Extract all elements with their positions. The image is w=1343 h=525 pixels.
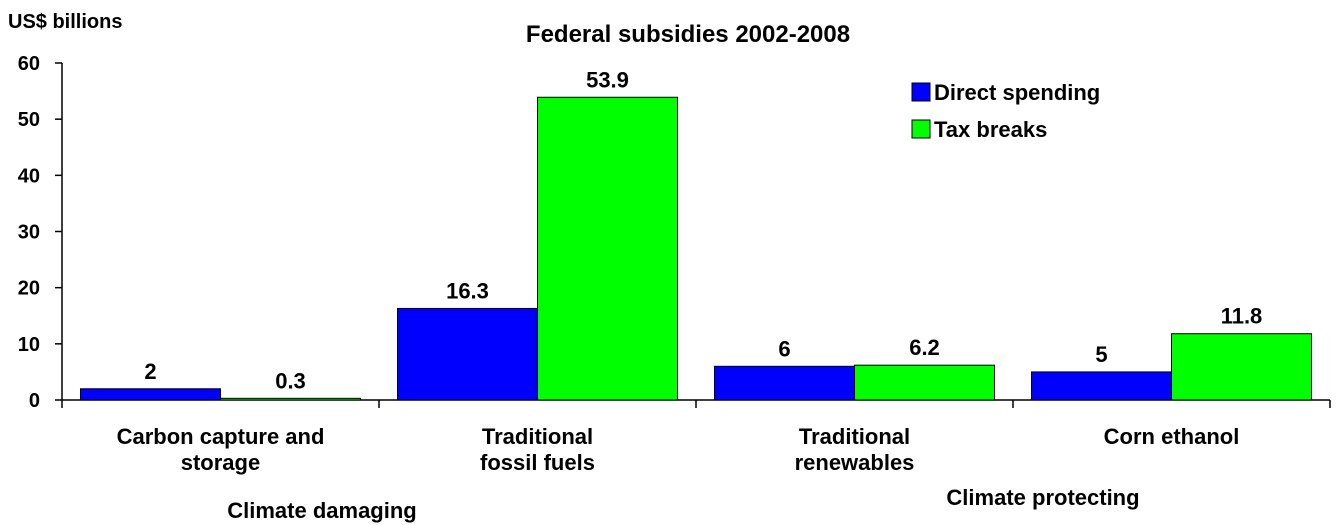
y-tick-label: 40 xyxy=(18,165,40,187)
y-tick-label: 10 xyxy=(18,334,40,356)
data-label: 11.8 xyxy=(1221,304,1263,329)
legend-label: Tax breaks xyxy=(934,117,1047,142)
y-tick-label: 30 xyxy=(18,222,40,244)
data-label: 0.3 xyxy=(275,368,306,393)
bar-direct-spending xyxy=(80,388,221,401)
group-label: Climate protecting xyxy=(946,485,1139,510)
bar-tax-breaks xyxy=(537,96,678,401)
data-label: 16.3 xyxy=(446,278,489,303)
plot-area: 0 10 20 30 40 50 60 Carbon capture and storage Tr… xyxy=(18,53,1331,475)
legend: Direct spending Tax breaks xyxy=(911,80,1100,142)
y-tick-label: 50 xyxy=(18,109,40,131)
data-label: 6.2 xyxy=(909,335,940,360)
y-tick-label: 20 xyxy=(18,278,40,300)
x-category-label: Carbon capture and storage xyxy=(117,424,325,475)
bar-tax-breaks xyxy=(1171,333,1312,401)
data-label: 53.9 xyxy=(586,67,629,92)
bar-direct-spending xyxy=(714,365,855,401)
group-label: Climate damaging xyxy=(227,498,416,523)
legend-swatch xyxy=(911,82,931,102)
chart-title: Federal subsidies 2002-2008 xyxy=(526,21,850,48)
bar-tax-breaks xyxy=(220,397,361,401)
y-tick-label: 0 xyxy=(29,390,40,412)
x-category-label: Traditional renewables xyxy=(795,424,915,475)
bar-direct-spending xyxy=(397,307,538,401)
bar-tax-breaks xyxy=(854,364,995,401)
group-labels: Climate damaging Climate protecting xyxy=(227,485,1139,523)
x-category-label: Corn ethanol xyxy=(1104,424,1240,449)
y-tick-label: 60 xyxy=(18,53,40,75)
y-axis-label: US$ billions xyxy=(8,11,122,33)
data-label: 6 xyxy=(778,336,790,361)
legend-label: Direct spending xyxy=(934,80,1100,105)
x-category-label: Traditional fossil fuels xyxy=(480,424,595,475)
bar-direct-spending xyxy=(1031,371,1172,401)
legend-swatch xyxy=(911,119,931,139)
data-label: 5 xyxy=(1095,342,1107,367)
data-label: 2 xyxy=(144,359,156,384)
